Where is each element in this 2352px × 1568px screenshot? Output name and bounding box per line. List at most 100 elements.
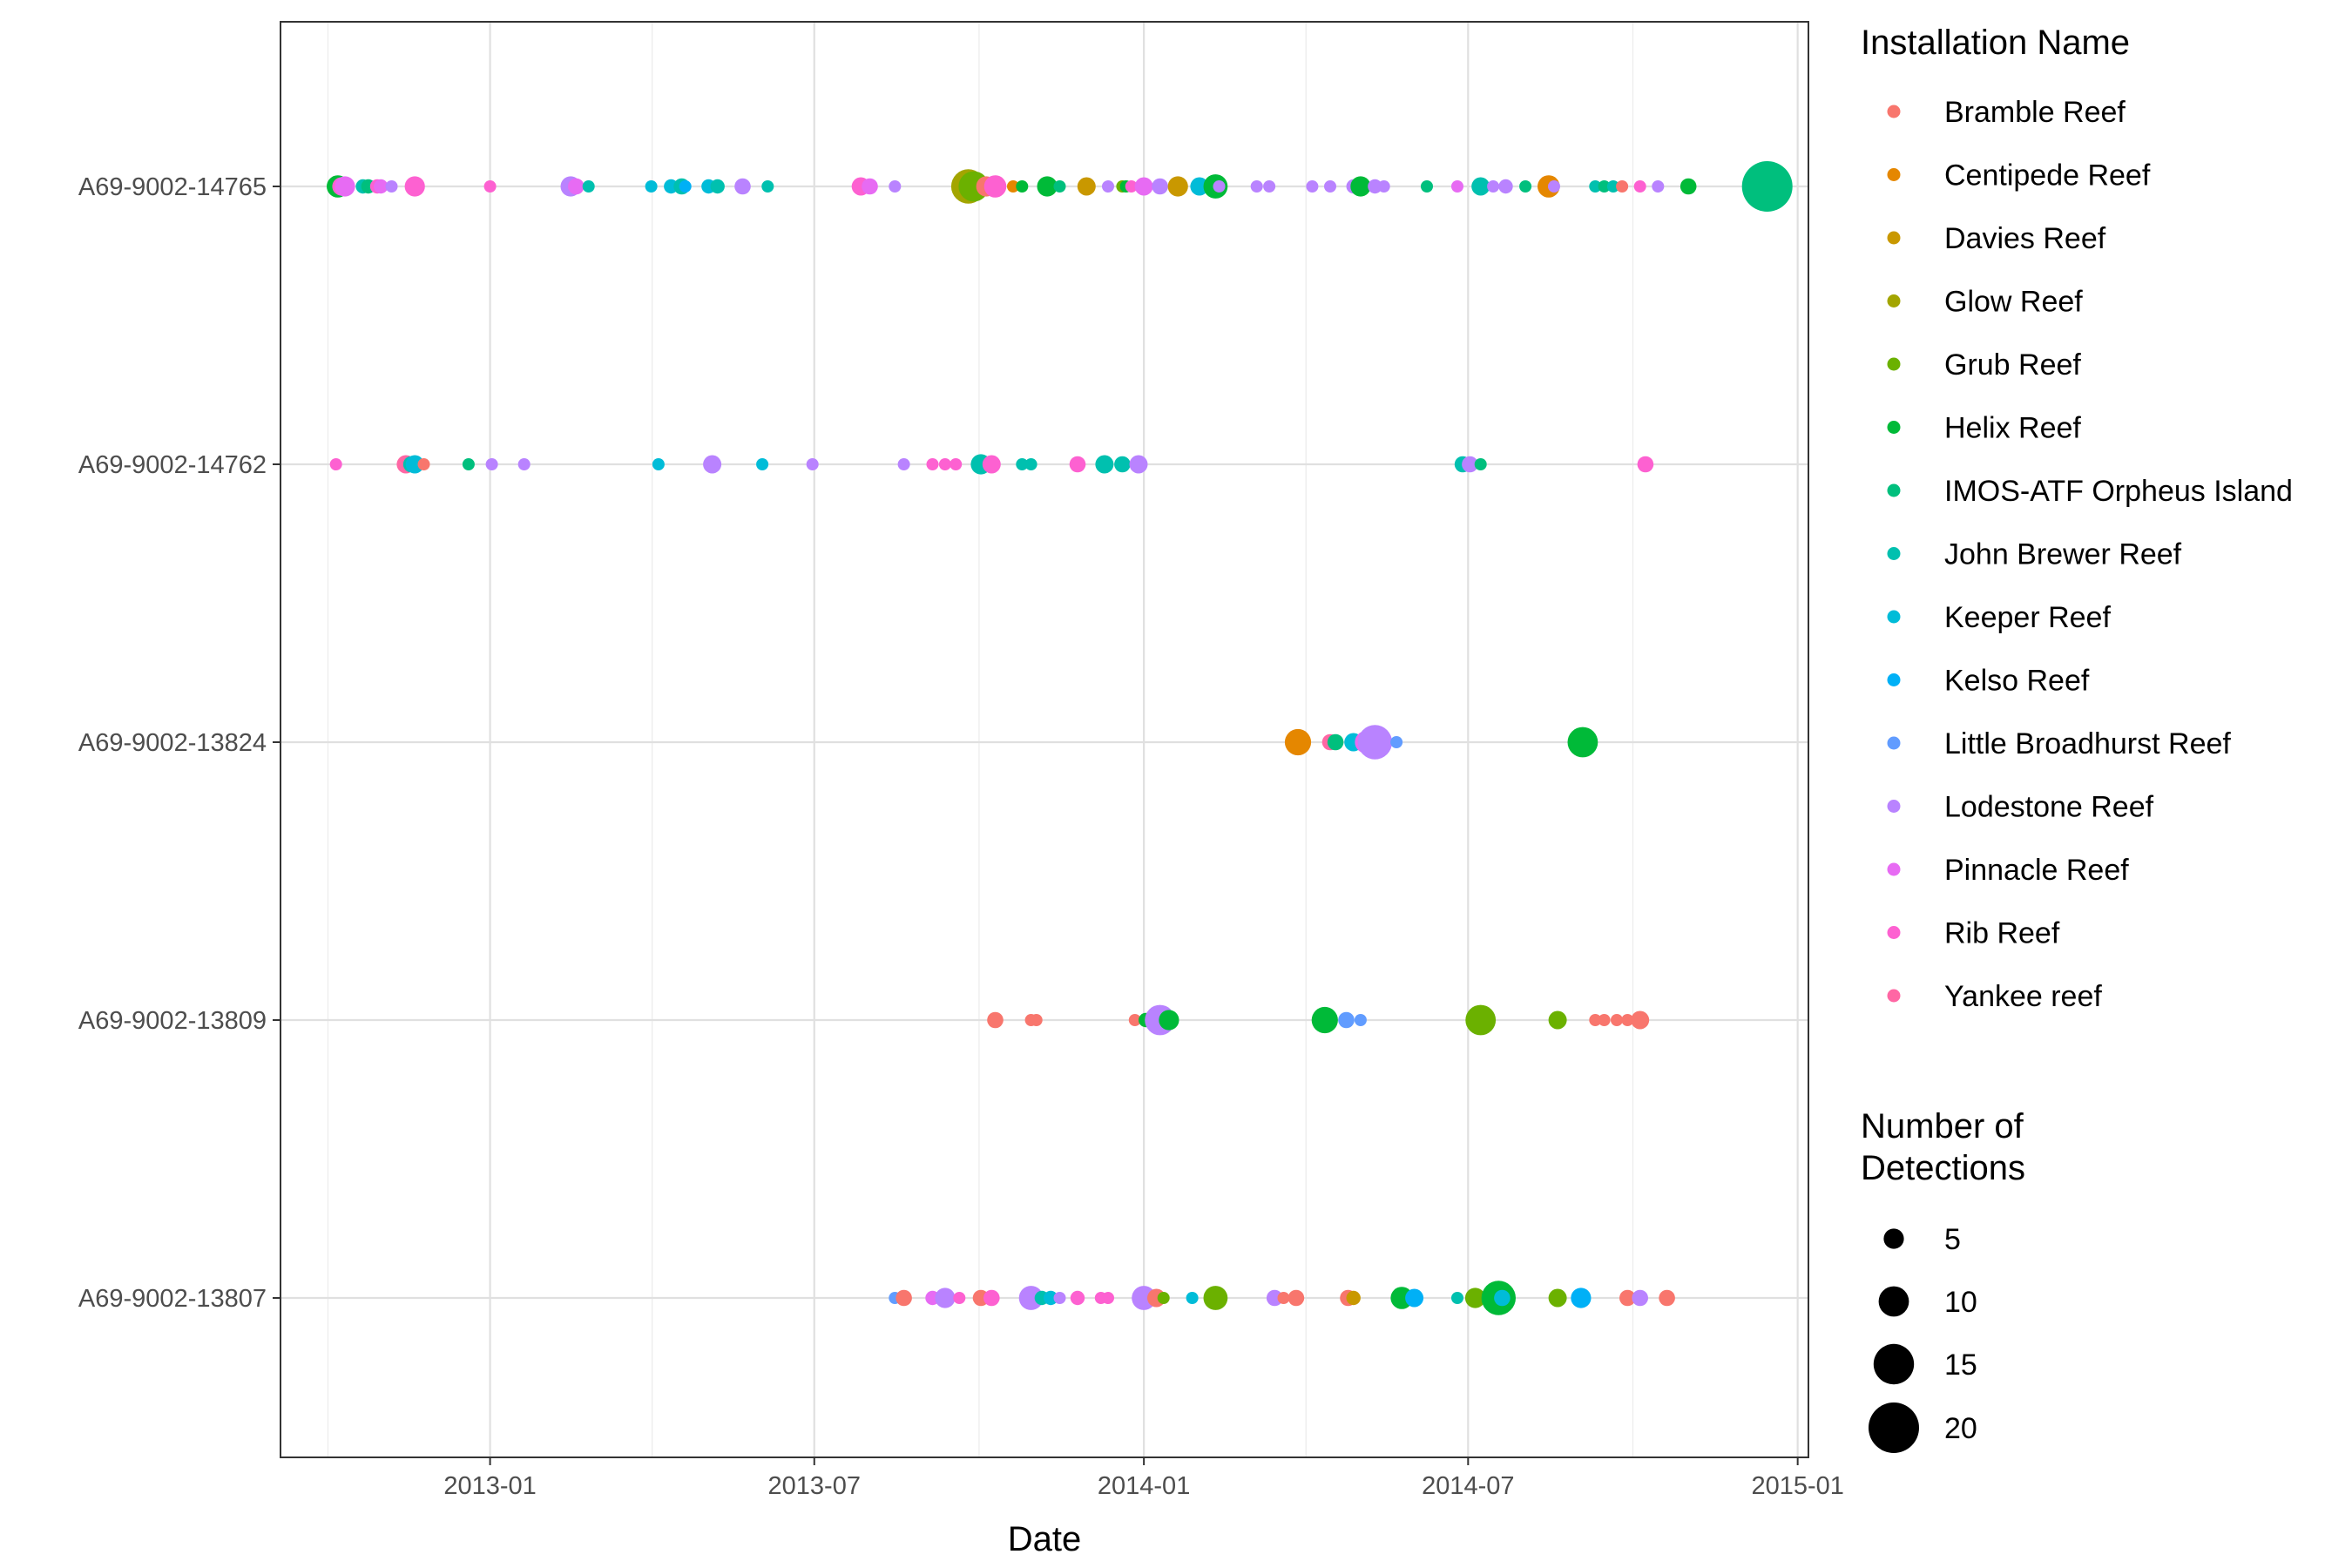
data-point: [982, 455, 1001, 474]
data-point: [1053, 1292, 1066, 1304]
data-point: [1129, 455, 1148, 474]
data-point: [485, 458, 498, 470]
data-point: [385, 180, 398, 193]
size-legend-key: [1873, 1343, 1915, 1385]
data-point: [862, 178, 878, 195]
data-point: [1016, 458, 1029, 470]
data-point: [1018, 1286, 1044, 1310]
data-point: [1390, 736, 1403, 748]
legend-label: Yankee reef: [1944, 980, 2102, 1013]
data-point: [953, 1292, 966, 1304]
data-point: [935, 1288, 956, 1308]
data-point: [703, 455, 722, 474]
data-point: [806, 458, 819, 470]
data-point: [1007, 180, 1019, 193]
color-legend-title: Installation Name: [1861, 24, 2130, 62]
data-point: [1548, 1288, 1567, 1308]
data-point: [1157, 1292, 1170, 1304]
data-point: [1070, 1290, 1085, 1306]
data-point: [1464, 1288, 1486, 1308]
data-point: [1186, 1292, 1199, 1304]
legend-key-dot: [1887, 231, 1901, 245]
data-point: [1659, 1289, 1675, 1307]
data-point: [1471, 177, 1490, 196]
legend-key-dot: [1887, 610, 1901, 624]
data-point: [1354, 1014, 1367, 1026]
data-point: [417, 458, 430, 470]
data-point: [1377, 180, 1390, 193]
legend-key-dot: [1887, 294, 1901, 308]
legend-key-dot: [1887, 736, 1901, 750]
data-point: [1548, 180, 1560, 193]
data-point: [1357, 725, 1393, 760]
data-point: [1494, 1289, 1511, 1307]
data-point: [1069, 456, 1086, 473]
legend-label: Pinnacle Reef: [1944, 854, 2129, 887]
x-tick-label: 2014-07: [1422, 1472, 1514, 1500]
legend-label: Bramble Reef: [1944, 96, 2126, 129]
x-tick-label: 2013-07: [768, 1472, 861, 1500]
y-tick-label: A69-9002-14762: [78, 451, 267, 479]
legend-label: Davies Reef: [1944, 222, 2106, 255]
data-point: [1474, 458, 1487, 470]
data-point: [1102, 180, 1114, 193]
data-point: [1324, 180, 1336, 193]
data-point: [1311, 1006, 1338, 1034]
data-point: [1277, 1292, 1290, 1304]
data-point: [987, 1011, 1004, 1029]
data-point: [462, 458, 475, 470]
size-legend-key: [1883, 1228, 1904, 1249]
legend-key-dot: [1887, 105, 1901, 118]
data-point: [1288, 1289, 1305, 1307]
data-point: [1598, 1014, 1611, 1026]
data-point: [1077, 177, 1096, 196]
data-point: [1095, 455, 1114, 474]
legend-key-dot: [1887, 926, 1901, 939]
data-point: [1284, 728, 1312, 756]
legend-label: Little Broadhurst Reef: [1944, 727, 2231, 760]
legend-label: IMOS-ATF Orpheus Island: [1944, 475, 2293, 508]
data-point: [1498, 179, 1513, 194]
data-point: [1167, 176, 1188, 197]
data-point: [404, 176, 425, 197]
size-legend-title: Detections: [1861, 1149, 2025, 1187]
size-legend-label: 10: [1944, 1286, 1977, 1319]
data-point: [1350, 176, 1371, 197]
size-legend-label: 20: [1944, 1412, 1977, 1445]
data-point: [568, 178, 585, 195]
data-point: [1633, 180, 1646, 193]
data-point: [710, 179, 725, 194]
data-point: [889, 180, 902, 193]
data-point: [1263, 180, 1276, 193]
data-point: [1621, 1014, 1634, 1026]
data-point: [950, 458, 963, 470]
data-point: [374, 179, 389, 194]
legend-label: Lodestone Reef: [1944, 791, 2154, 824]
data-points: [327, 161, 1793, 1315]
data-point: [756, 458, 769, 470]
legend-key-dot: [1887, 800, 1901, 813]
size-legend-title: Number of: [1861, 1107, 2024, 1146]
data-point: [1421, 180, 1433, 193]
data-point: [1741, 161, 1793, 212]
legend-label: John Brewer Reef: [1944, 538, 2182, 571]
plot-panel-border: [280, 21, 1809, 1458]
data-point: [1519, 180, 1532, 193]
data-point: [1465, 1004, 1497, 1036]
data-point: [1030, 1014, 1043, 1026]
data-point: [1632, 1289, 1648, 1307]
size-legend-key: [1878, 1286, 1909, 1317]
y-tick-label: A69-9002-13807: [78, 1285, 267, 1313]
data-point: [582, 180, 595, 193]
data-point: [983, 1289, 1000, 1307]
data-point: [1203, 1286, 1228, 1310]
x-tick-label: 2015-01: [1751, 1472, 1843, 1500]
legend-key-dot: [1887, 547, 1901, 560]
data-point: [679, 180, 692, 193]
data-point: [1652, 180, 1665, 193]
legend-key-dot: [1887, 168, 1901, 181]
data-point: [1037, 176, 1058, 197]
data-point: [734, 178, 751, 195]
